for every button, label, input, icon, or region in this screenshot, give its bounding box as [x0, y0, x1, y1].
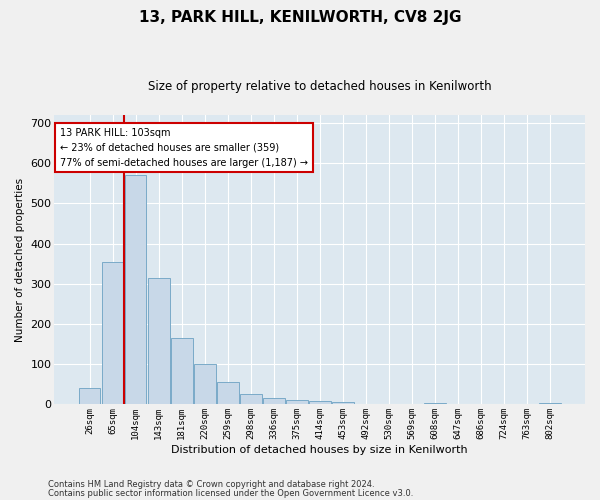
Y-axis label: Number of detached properties: Number of detached properties	[15, 178, 25, 342]
Text: Contains HM Land Registry data © Crown copyright and database right 2024.: Contains HM Land Registry data © Crown c…	[48, 480, 374, 489]
Bar	[286, 400, 308, 404]
Bar	[125, 176, 146, 404]
Bar	[170, 338, 193, 404]
Bar	[539, 403, 561, 404]
Text: 13 PARK HILL: 103sqm
← 23% of detached houses are smaller (359)
77% of semi-deta: 13 PARK HILL: 103sqm ← 23% of detached h…	[60, 128, 308, 168]
Title: Size of property relative to detached houses in Kenilworth: Size of property relative to detached ho…	[148, 80, 491, 93]
Bar	[217, 382, 239, 404]
Bar	[148, 278, 170, 404]
Bar	[424, 403, 446, 404]
Bar	[332, 402, 353, 404]
Bar	[309, 401, 331, 404]
Text: Contains public sector information licensed under the Open Government Licence v3: Contains public sector information licen…	[48, 489, 413, 498]
Bar	[263, 398, 284, 404]
X-axis label: Distribution of detached houses by size in Kenilworth: Distribution of detached houses by size …	[172, 445, 468, 455]
Bar	[194, 364, 215, 405]
Bar	[240, 394, 262, 404]
Text: 13, PARK HILL, KENILWORTH, CV8 2JG: 13, PARK HILL, KENILWORTH, CV8 2JG	[139, 10, 461, 25]
Bar	[101, 262, 124, 404]
Bar	[79, 388, 100, 404]
